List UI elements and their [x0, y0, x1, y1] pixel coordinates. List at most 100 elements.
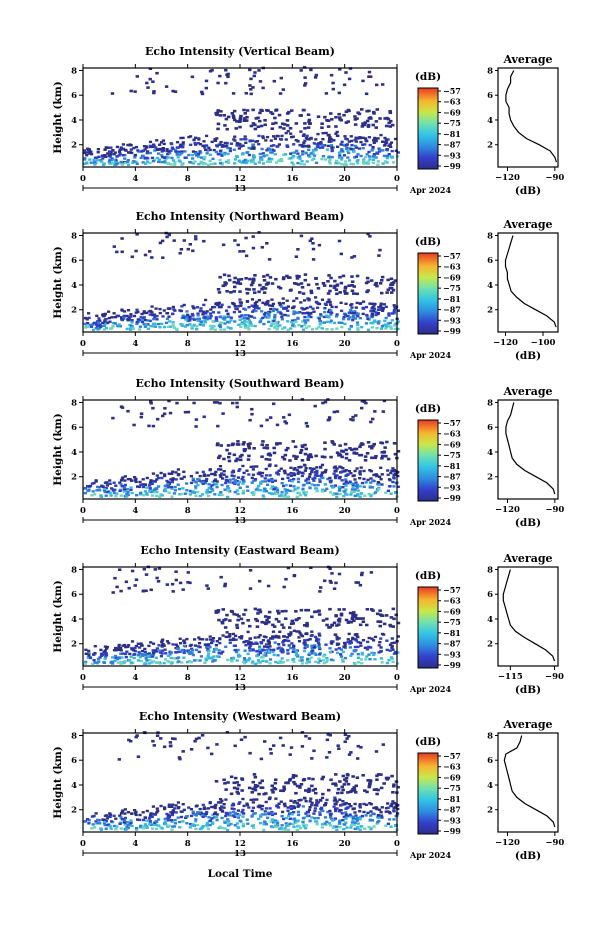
echo-cell — [235, 142, 239, 145]
echo-cell — [261, 301, 265, 304]
echo-cell — [305, 645, 309, 648]
echo-cell — [223, 316, 227, 320]
echo-cell — [355, 301, 359, 305]
echo-cell — [235, 405, 239, 409]
echo-cell — [330, 624, 334, 627]
echo-cell — [252, 773, 257, 776]
echo-cell — [233, 648, 237, 652]
echo-cell — [258, 648, 262, 651]
echo-cell — [186, 410, 191, 414]
profile-line — [505, 70, 557, 163]
echo-cell — [319, 466, 323, 469]
echo-cell — [182, 303, 186, 307]
y-tick-label: 6 — [71, 256, 77, 266]
echo-cell — [217, 456, 221, 460]
echo-cell — [298, 631, 302, 635]
colorbar-tick-label: −81 — [443, 628, 461, 638]
echo-cell — [190, 325, 194, 328]
echo-cell — [252, 642, 256, 645]
echo-cell — [332, 286, 337, 289]
echo-cell — [289, 157, 293, 160]
echo-cell — [349, 135, 353, 138]
echo-cell — [176, 645, 180, 648]
echo-cell — [345, 143, 349, 146]
echo-cell — [224, 478, 228, 482]
echo-cell — [383, 143, 387, 147]
echo-cell — [386, 457, 391, 461]
echo-cell — [309, 68, 313, 72]
echo-cell — [260, 649, 264, 653]
echo-cell — [396, 651, 400, 654]
echo-cell — [387, 658, 391, 662]
echo-cell — [243, 735, 247, 739]
echo-cell — [309, 305, 313, 309]
echo-cell — [318, 478, 322, 481]
echo-cell — [199, 310, 204, 313]
echo-cell — [391, 607, 396, 611]
echo-cell — [360, 571, 364, 575]
echo-cell — [142, 825, 146, 828]
echo-cell — [301, 150, 305, 153]
echo-cell — [143, 490, 147, 493]
echo-cell — [387, 121, 391, 125]
echo-cell — [160, 154, 164, 157]
echo-cell — [327, 416, 332, 419]
echo-cell — [353, 478, 357, 481]
echo-cell — [151, 739, 155, 743]
echo-cell — [257, 817, 261, 821]
echo-cell — [242, 448, 247, 451]
echo-cell — [128, 324, 132, 327]
echo-cell — [235, 790, 239, 794]
echo-cell — [355, 117, 359, 120]
echo-cell — [99, 828, 103, 831]
echo-cell — [369, 646, 373, 649]
echo-cell — [227, 161, 231, 164]
echo-cell — [342, 494, 346, 498]
echo-cell — [243, 326, 247, 329]
echo-cell — [215, 640, 219, 643]
echo-cell — [220, 493, 224, 497]
echo-cell — [358, 471, 362, 474]
echo-cell — [180, 810, 184, 813]
profile-title: Average — [502, 718, 552, 731]
echo-cell — [355, 617, 359, 620]
echo-cell — [298, 157, 302, 161]
echo-cell — [199, 160, 203, 163]
echo-cell — [241, 317, 245, 320]
day-label: 13 — [234, 184, 246, 194]
echo-cell — [267, 158, 271, 162]
echo-cell — [236, 825, 240, 829]
echo-cell — [141, 483, 145, 486]
echo-cell — [375, 792, 379, 796]
echo-cell — [314, 296, 318, 299]
echo-cell — [148, 482, 152, 486]
echo-cell — [217, 305, 221, 309]
echo-cell — [253, 316, 257, 319]
echo-cell — [263, 813, 267, 816]
echo-cell — [363, 455, 368, 458]
echo-cell — [262, 645, 267, 648]
echo-cell — [193, 638, 197, 641]
echo-cell — [158, 307, 162, 311]
echo-cell — [251, 160, 255, 164]
echo-cell — [205, 310, 209, 313]
echo-cell — [273, 781, 278, 785]
echo-cell — [144, 145, 148, 148]
echo-cell — [362, 469, 366, 473]
echo-cell — [353, 821, 357, 824]
echo-cell — [258, 781, 262, 785]
echo-cell — [152, 90, 156, 93]
echo-cell — [303, 145, 307, 148]
echo-cell — [315, 802, 319, 806]
echo-cell — [316, 115, 321, 118]
echo-cell — [114, 649, 118, 652]
echo-cell — [330, 146, 334, 149]
echo-cell — [137, 328, 142, 331]
echo-cell — [375, 612, 380, 616]
echo-cell — [282, 788, 286, 791]
echo-cell — [146, 150, 150, 153]
echo-cell — [181, 141, 185, 144]
echo-cell — [356, 327, 360, 330]
echo-cell — [274, 161, 278, 164]
echo-cell — [327, 316, 331, 319]
